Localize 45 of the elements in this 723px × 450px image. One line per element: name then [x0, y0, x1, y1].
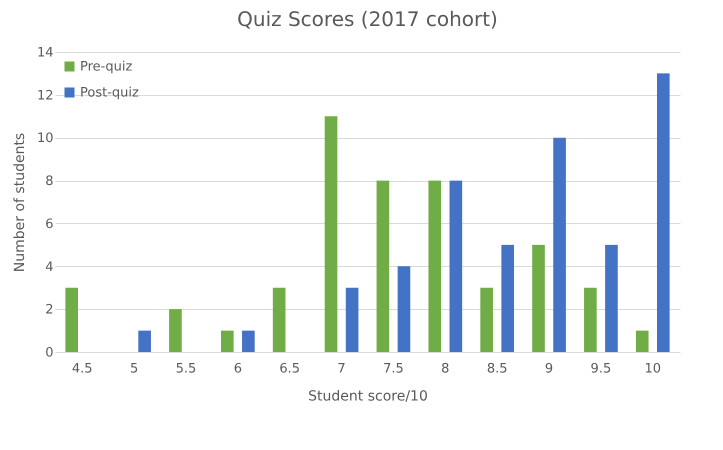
- bar: [272, 288, 286, 352]
- bar: [480, 288, 493, 352]
- x-tick-label: 5.5: [176, 362, 196, 376]
- x-axis-title: Student score/10: [308, 388, 428, 404]
- bar: [656, 73, 670, 352]
- bar: [398, 266, 410, 352]
- y-tick-label: 0: [45, 346, 54, 360]
- bar: [324, 116, 338, 352]
- chart-title: Quiz Scores (2017 cohort): [237, 7, 498, 31]
- legend-label: Post-quiz: [80, 86, 139, 100]
- bar: [428, 180, 442, 352]
- bar: [553, 138, 566, 352]
- x-tick-label: 4.5: [72, 362, 93, 376]
- y-tick-label: 10: [36, 131, 54, 146]
- x-tick-label: 10: [644, 362, 662, 376]
- x-tick-label: 9: [544, 362, 554, 376]
- x-tick-label: 8.5: [486, 362, 508, 376]
- bar: [220, 330, 234, 352]
- bar: [242, 330, 255, 352]
- legend-label: Pre-quiz: [80, 60, 132, 74]
- bar: [169, 309, 182, 352]
- y-axis-title: Number of students: [12, 132, 28, 272]
- x-tick-label: 9.5: [590, 362, 612, 376]
- bar: [605, 244, 618, 352]
- y-tick-label: 6: [45, 216, 54, 232]
- bar: [501, 244, 514, 352]
- bar: [450, 180, 462, 352]
- x-tick-label: 7: [337, 362, 346, 376]
- x-tick-label: 6.5: [279, 362, 300, 376]
- bar: [584, 288, 597, 352]
- y-tick-label: 12: [36, 88, 54, 104]
- y-tick-label: 8: [45, 174, 54, 190]
- x-tick-label: 8: [441, 362, 450, 376]
- y-tick-label: 4: [45, 260, 54, 275]
- bar: [138, 330, 151, 352]
- y-tick-label: 2: [45, 302, 54, 318]
- x-tick-label: 5: [130, 362, 138, 376]
- y-tick-label: 14: [36, 46, 54, 60]
- bar: [636, 330, 649, 352]
- bar: [376, 180, 390, 352]
- x-tick-label: 7.5: [383, 362, 404, 376]
- x-tick-label: 6: [234, 362, 242, 376]
- bar: [532, 244, 545, 352]
- bar: [65, 288, 78, 352]
- bar: [346, 288, 358, 352]
